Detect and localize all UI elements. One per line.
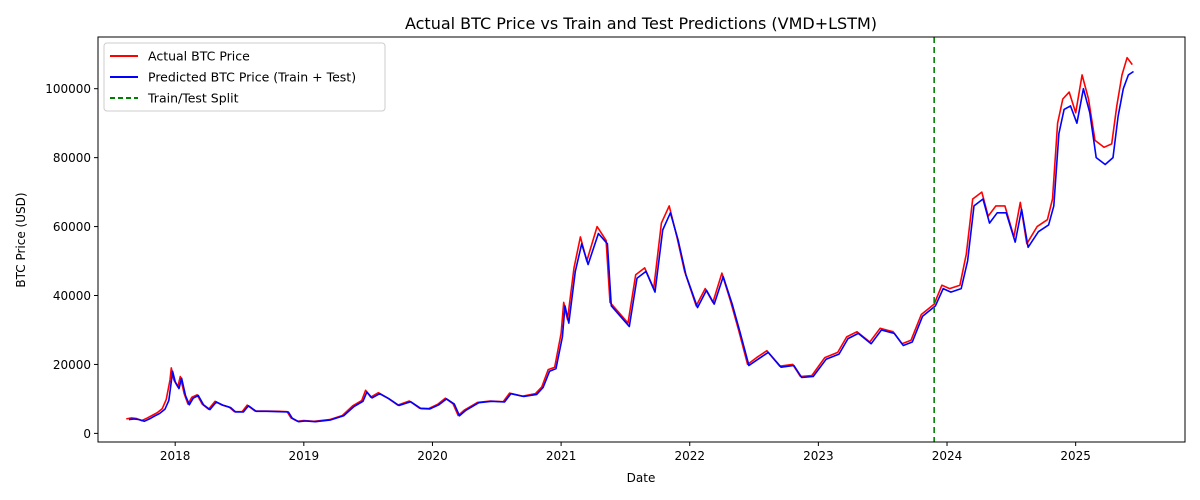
y-tick-label-20000: 20000 [53, 358, 91, 372]
series-layer [126, 56, 1134, 423]
y-axis-label: BTC Price (USD) [14, 192, 28, 287]
x-tick-label-2022: 2022 [674, 449, 705, 463]
legend-label-split: Train/Test Split [147, 91, 239, 106]
y-tick-label-60000: 60000 [53, 220, 91, 234]
legend-box [103, 42, 386, 112]
y-axis: 0 20000 40000 60000 80000 100000 [45, 82, 98, 441]
x-tick-label-2020: 2020 [417, 449, 448, 463]
x-tick-label-2024: 2024 [932, 449, 963, 463]
series-line-predicted [128, 70, 1134, 423]
y-tick-label-100000: 100000 [45, 82, 91, 96]
x-tick-label-2019: 2019 [289, 449, 320, 463]
x-tick-label-2021: 2021 [546, 449, 577, 463]
x-tick-label-2025: 2025 [1060, 449, 1091, 463]
legend-label-predicted: Predicted BTC Price (Train + Test) [148, 70, 356, 85]
y-tick-label-40000: 40000 [53, 289, 91, 303]
legend-label-actual: Actual BTC Price [148, 49, 250, 64]
x-tick-label-2018: 2018 [160, 449, 191, 463]
plot-frame [97, 36, 1186, 443]
chart-title: Actual BTC Price vs Train and Test Predi… [405, 14, 877, 33]
legend: Actual BTC Price Predicted BTC Price (Tr… [103, 42, 386, 112]
x-axis: 2018 2019 2020 2021 2022 2023 2024 2025 [160, 442, 1091, 463]
y-tick-label-80000: 80000 [53, 151, 91, 165]
y-tick-label-0: 0 [83, 427, 91, 441]
x-tick-label-2023: 2023 [803, 449, 834, 463]
x-axis-label: Date [627, 471, 656, 485]
